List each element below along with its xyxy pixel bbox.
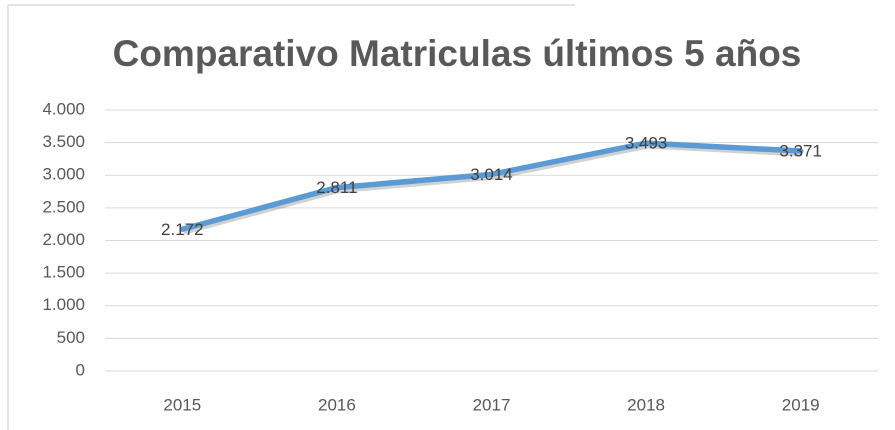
line [179, 140, 804, 233]
line-shadow [183, 142, 803, 235]
x-tick-label: 2016 [318, 395, 356, 414]
x-tick-label: 2017 [473, 395, 511, 414]
y-tick-label: 2.000 [42, 230, 85, 249]
data-label: 3.371 [779, 142, 822, 161]
chart-title: Comparativo Matriculas últimos 5 años [113, 33, 802, 74]
y-tick-label: 0 [76, 360, 85, 379]
data-label: 2.172 [161, 220, 204, 239]
x-tick-label: 2015 [163, 395, 201, 414]
y-tick-label: 3.000 [42, 165, 85, 184]
x-tick-label: 2018 [627, 395, 665, 414]
y-tick-label: 500 [57, 328, 85, 347]
y-tick-label: 1.500 [42, 263, 85, 282]
y-tick-label: 3.500 [42, 132, 85, 151]
y-tick-label: 2.500 [42, 197, 85, 216]
data-label: 3.493 [625, 134, 668, 153]
y-tick-label: 4.000 [42, 99, 85, 118]
y-tick-label: 1.000 [42, 295, 85, 314]
x-tick-label: 2019 [782, 395, 820, 414]
data-label: 2.811 [316, 178, 357, 197]
data-label: 3.014 [470, 165, 513, 184]
